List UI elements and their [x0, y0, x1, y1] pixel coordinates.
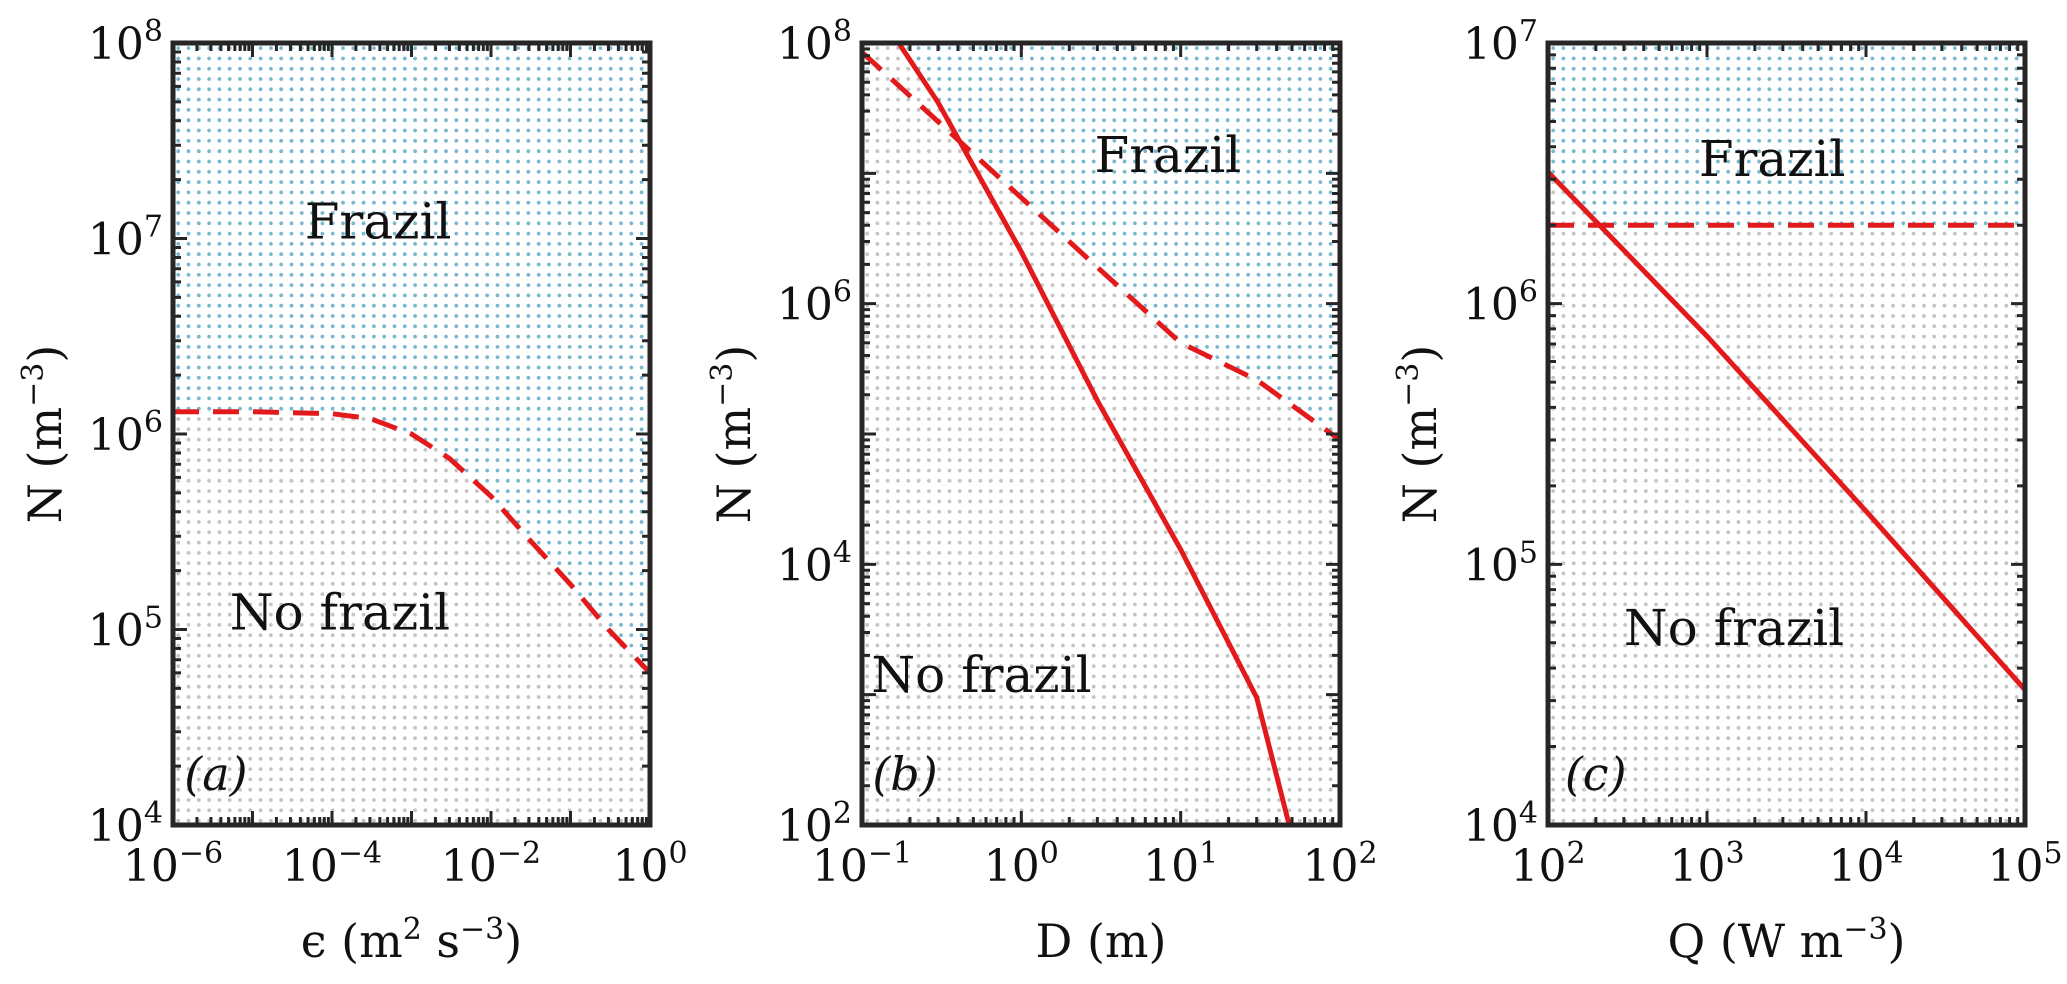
y-axis-label: N (m−3) [16, 345, 72, 524]
no-frazil-region-label: No frazil [871, 646, 1091, 704]
frazil-region-label: Frazil [1699, 130, 1846, 188]
y-axis-label: N (m−3) [705, 345, 761, 524]
no-frazil-region-label: No frazil [230, 584, 450, 642]
panel-c: 102 103 104 105 104 105 106 107 Q (W m−3) N (m−3)… [1391, 14, 2063, 968]
panel-label: (c) [1565, 747, 1627, 801]
axes-frame [859, 40, 1343, 828]
x-axis-label: D (m) [1035, 914, 1166, 968]
y-tick-label: 105 [88, 601, 163, 657]
y-tick-label: 106 [88, 405, 163, 461]
y-tick-label: 104 [777, 535, 852, 591]
x-tick-label: 100 [984, 836, 1059, 892]
x-tick-label: 10−2 [441, 836, 541, 892]
x-tick-label: 102 [1510, 836, 1585, 892]
no-frazil-region-label: No frazil [1624, 599, 1844, 657]
y-axis-label: N (m−3) [1391, 345, 1447, 524]
panel-a: 10−6 10−4 10−2 100 104 105 106 107 108 ϵ (m2 s−3)… [16, 14, 688, 968]
dashed-threshold-line [173, 409, 650, 675]
frazil-region-label: Frazil [305, 193, 452, 251]
x-tick-label: 102 [1302, 836, 1377, 892]
dashed-threshold-line [862, 50, 1340, 443]
y-tick-label: 105 [1463, 535, 1538, 591]
frazil-dots [906, 46, 1333, 432]
x-axis-label: Q (W m−3) [1668, 912, 1906, 968]
x-tick-label: 100 [612, 836, 687, 892]
y-tick-label: 108 [88, 14, 163, 70]
solid-threshold-line [1548, 170, 2025, 692]
y-tick-label: 102 [777, 796, 852, 852]
x-tick-label: 10−1 [812, 836, 912, 892]
y-tick-label: 106 [1463, 275, 1538, 331]
x-tick-label: 101 [1143, 836, 1218, 892]
y-tick-label: 107 [88, 210, 163, 266]
y-tick-label: 104 [1463, 796, 1538, 852]
x-tick-label: 103 [1669, 836, 1744, 892]
frazil-dots [176, 46, 644, 658]
axes-frame [1545, 40, 2028, 828]
region-dot-field [1551, 46, 2019, 823]
x-axis-label: ϵ (m2 s−3) [301, 912, 522, 968]
panel-label: (a) [184, 747, 247, 801]
panel-b: 10−1 100 101 102 102 104 106 108 D (m) N (m−3) Fra… [705, 14, 1378, 968]
y-tick-label: 107 [1463, 14, 1538, 70]
frazil-region-label: Frazil [1095, 126, 1242, 184]
x-tick-label: 105 [1987, 836, 2062, 892]
solid-threshold-line [896, 43, 1292, 825]
y-tick-label: 108 [777, 14, 852, 70]
y-tick-label: 104 [88, 796, 163, 852]
no-frazil-dots [1551, 180, 2019, 823]
axes-frame [170, 40, 653, 828]
y-tick-label: 106 [777, 275, 852, 331]
panel-label: (b) [872, 747, 937, 801]
x-tick-label: 10−6 [123, 836, 223, 892]
x-tick-label: 104 [1828, 836, 1903, 892]
x-tick-label: 10−4 [282, 836, 382, 892]
